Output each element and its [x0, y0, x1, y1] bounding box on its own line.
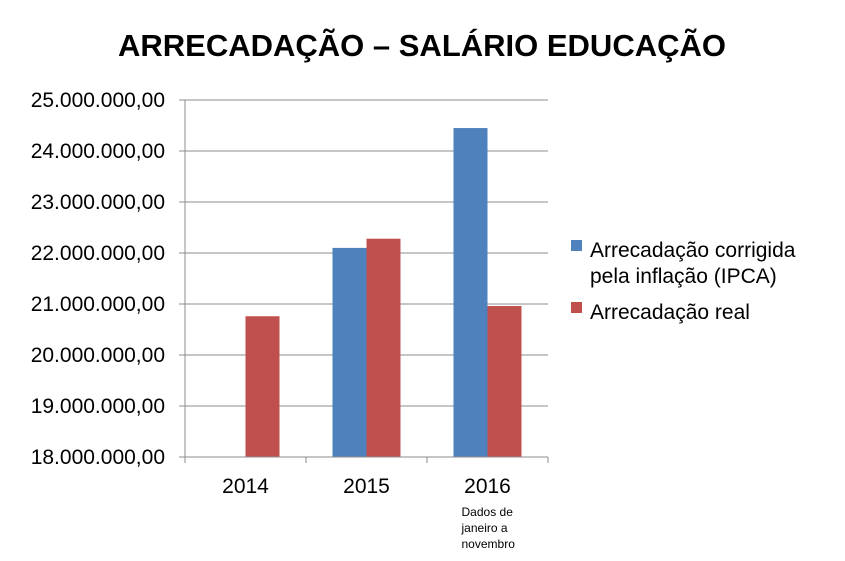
y-axis-ticks: 18.000.000,00 19.000.000,00 20.000.000,00 2…	[31, 89, 185, 469]
bar	[453, 128, 488, 458]
legend: Arrecadação corrigida pela inflação (IPCA…	[571, 239, 796, 324]
x-tick-label: 2015	[343, 475, 390, 498]
y-tick-label: 21.000.000,00	[31, 293, 165, 316]
bar	[332, 247, 367, 457]
axes	[184, 100, 549, 463]
bar	[245, 316, 280, 457]
x-tick-label: 2016	[464, 475, 511, 498]
legend-label: Arrecadação corrigida pela inflação (IPCA…	[590, 239, 796, 288]
bars	[245, 128, 522, 458]
y-tick-label: 20.000.000,00	[31, 344, 165, 367]
legend-swatch	[571, 302, 582, 313]
legend-label: Arrecadação real	[590, 301, 750, 324]
x-axis-ticks: 2014 2015 2016 Dados de janeiro a novembro	[222, 475, 515, 551]
category-note: Dados de janeiro a novembro	[461, 505, 516, 551]
bar	[487, 306, 522, 457]
y-tick-label: 18.000.000,00	[31, 446, 165, 469]
legend-swatch	[571, 240, 582, 251]
x-tick-label: 2014	[222, 475, 269, 498]
y-tick-label: 24.000.000,00	[31, 140, 165, 163]
chart-title: ARRECADAÇÃO – SALÁRIO EDUCAÇÃO	[118, 28, 726, 63]
y-tick-label: 19.000.000,00	[31, 395, 165, 418]
y-tick-label: 23.000.000,00	[31, 191, 165, 214]
y-tick-label: 25.000.000,00	[31, 89, 165, 112]
y-tick-label: 22.000.000,00	[31, 242, 165, 265]
bar	[366, 238, 401, 457]
